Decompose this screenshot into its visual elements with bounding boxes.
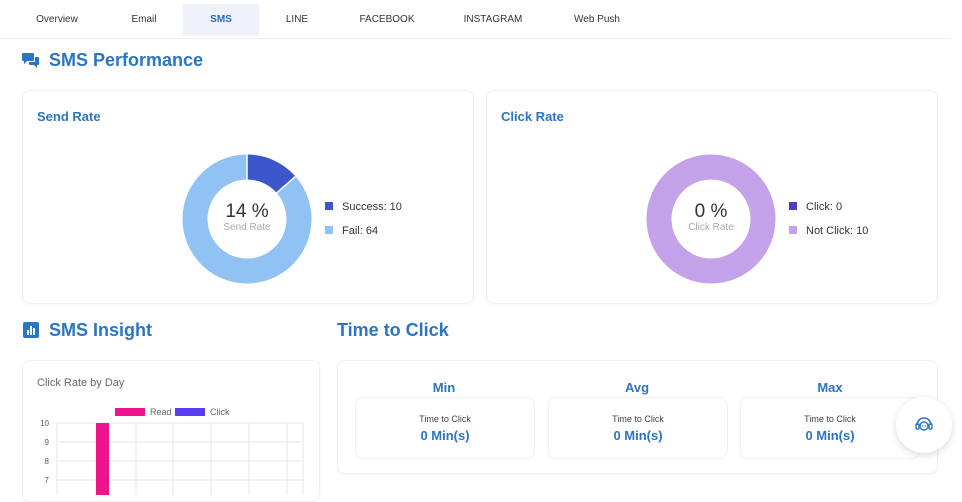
send-rate-center-label: Send Rate xyxy=(223,222,271,233)
click-rate-by-day-card: Click Rate by Day Read Click 10 9 8 7 xyxy=(22,360,320,502)
support-agent-icon xyxy=(915,417,933,431)
insight-title: SMS Insight xyxy=(49,320,152,340)
legend-read-label: Read xyxy=(150,407,172,417)
ttc-max-label: Time to Click xyxy=(804,414,856,424)
ttc-max-box: Time to Click 0 Min(s) xyxy=(740,397,920,459)
send-rate-slice-success[interactable] xyxy=(246,154,296,194)
tab-instagram[interactable]: INSTAGRAM xyxy=(463,14,523,25)
channel-tabs: Overview Email SMS LINE FACEBOOK INSTAGR… xyxy=(0,0,950,39)
tab-line[interactable]: LINE xyxy=(285,14,309,25)
ttc-min-box: Time to Click 0 Min(s) xyxy=(355,397,535,459)
ttc-avg-value: 0 Min(s) xyxy=(613,428,663,443)
help-button[interactable] xyxy=(896,397,952,453)
legend-read[interactable]: Read xyxy=(115,407,172,417)
ttc-max-value: 0 Min(s) xyxy=(805,428,855,443)
ttc-min-heading: Min xyxy=(432,380,456,395)
click-rate-center: 0 % Click Rate xyxy=(666,202,756,234)
legend-swatch-fail xyxy=(325,226,333,235)
y-tick-label: 10 xyxy=(40,419,49,428)
legend-swatch-success xyxy=(325,202,333,211)
tab-email[interactable]: Email xyxy=(131,14,157,25)
legend-swatch-not-click xyxy=(789,226,797,235)
send-rate-title: Send Rate xyxy=(37,109,101,124)
click-rate-slice-not-click[interactable] xyxy=(646,154,776,284)
legend-success[interactable]: Success: 10 xyxy=(325,200,402,214)
tab-sms[interactable]: SMS xyxy=(183,4,259,36)
y-tick-label: 8 xyxy=(45,457,50,466)
legend-swatch-click-series xyxy=(175,407,205,416)
time-to-click-card: Min Avg Max Time to Click 0 Min(s) Time … xyxy=(337,360,938,474)
legend-not-click[interactable]: Not Click: 10 xyxy=(789,224,868,238)
legend-success-label: Success: 10 xyxy=(342,201,402,213)
y-tick-label: 7 xyxy=(45,476,50,485)
legend-swatch-read xyxy=(115,407,145,416)
send-rate-donut xyxy=(182,154,312,284)
tab-web-push[interactable]: Web Push xyxy=(574,14,620,25)
ttc-avg-box: Time to Click 0 Min(s) xyxy=(548,397,728,459)
y-tick-label: 9 xyxy=(45,438,50,447)
send-rate-slice-fail[interactable] xyxy=(182,154,312,284)
performance-title: SMS Performance xyxy=(49,50,204,70)
click-rate-card: Click Rate 0 % Click Rate Click: 0 Not C… xyxy=(486,90,938,304)
ttc-min-value: 0 Min(s) xyxy=(420,428,470,443)
ttc-avg-heading: Avg xyxy=(624,380,650,395)
click-rate-donut xyxy=(646,154,776,284)
legend-click[interactable]: Click: 0 xyxy=(789,200,842,214)
bar-chart-icon xyxy=(23,322,39,338)
legend-fail-label: Fail: 64 xyxy=(342,225,379,237)
bar-chart-title: Click Rate by Day xyxy=(37,377,125,389)
send-rate-slice-separator xyxy=(276,175,296,194)
ttc-avg-label: Time to Click xyxy=(612,414,664,424)
send-rate-card: Send Rate 14 % Send Rate Success: 10 Fai… xyxy=(22,90,474,304)
legend-not-click-label: Not Click: 10 xyxy=(806,225,869,237)
click-rate-center-label: Click Rate xyxy=(688,222,734,233)
click-rate-percent: 0 % xyxy=(694,201,728,222)
legend-click-series[interactable]: Click xyxy=(175,407,230,417)
legend-fail[interactable]: Fail: 64 xyxy=(325,224,378,238)
time-to-click-title: Time to Click xyxy=(337,320,449,340)
tab-overview[interactable]: Overview xyxy=(36,14,78,25)
click-rate-by-day-chart: 10 9 8 7 xyxy=(40,419,304,495)
tab-facebook[interactable]: FACEBOOK xyxy=(359,14,415,25)
legend-click-series-label: Click xyxy=(210,407,230,417)
click-rate-title: Click Rate xyxy=(501,109,564,124)
ttc-max-heading: Max xyxy=(817,380,843,395)
legend-click-label: Click: 0 xyxy=(806,201,843,213)
send-rate-percent: 14 % xyxy=(225,201,269,222)
send-rate-center: 14 % Send Rate xyxy=(202,202,292,234)
bar-read[interactable] xyxy=(96,423,109,495)
chat-bubbles-icon xyxy=(22,53,39,68)
ttc-min-label: Time to Click xyxy=(419,414,471,424)
legend-swatch-click xyxy=(789,202,797,211)
